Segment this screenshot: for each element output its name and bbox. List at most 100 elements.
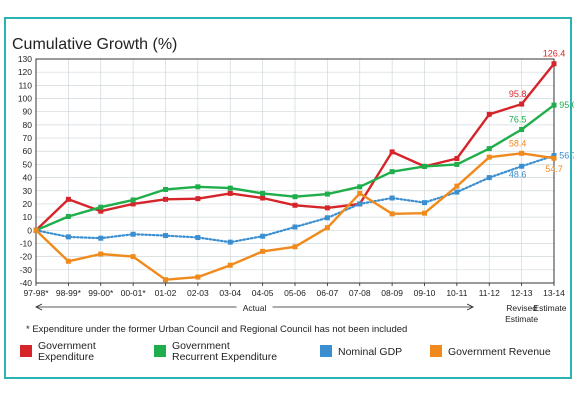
point-government-recurrent-expenditure [454, 161, 460, 167]
point-government-recurrent-expenditure [163, 186, 168, 192]
data-label: 95.0 [559, 100, 574, 110]
point-government-revenue [33, 227, 39, 233]
point-government-recurrent-expenditure [324, 191, 330, 197]
point-government-revenue [163, 277, 168, 283]
legend-label: Government Revenue [448, 346, 551, 358]
footnote: * Expenditure under the former Urban Cou… [26, 324, 407, 335]
legend-swatch-government-revenue [430, 345, 442, 357]
y-tick-label: 30 [23, 186, 33, 196]
point-government-revenue [422, 210, 427, 216]
period-label-bg [236, 301, 273, 313]
x-tick-label: 12-13 [511, 288, 533, 298]
legend-swatch-government-recurrent-expenditure [154, 345, 166, 357]
point-nominal-gdp [357, 201, 363, 207]
legend-label: Recurrent Expenditure [172, 351, 277, 363]
point-government-recurrent-expenditure [260, 190, 266, 196]
data-label: 126.4 [543, 49, 566, 59]
y-tick-label: 90 [23, 107, 33, 117]
point-government-revenue [65, 258, 71, 264]
point-nominal-gdp [292, 224, 298, 230]
point-government-expenditure [260, 195, 266, 201]
point-government-recurrent-expenditure [130, 197, 136, 203]
point-nominal-gdp [195, 235, 201, 241]
actual-bracket-right-arrow [466, 303, 474, 311]
point-nominal-gdp [454, 189, 460, 195]
point-government-recurrent-expenditure [551, 102, 557, 108]
point-government-expenditure [195, 196, 201, 202]
y-tick-label: -20 [20, 252, 33, 262]
point-government-expenditure [292, 202, 298, 208]
axes: 1301201101009080706050403020100-10-20-30… [18, 54, 567, 324]
point-nominal-gdp [551, 153, 557, 159]
point-government-revenue [227, 262, 233, 268]
point-government-revenue [519, 150, 525, 156]
point-nominal-gdp [260, 233, 266, 239]
x-tick-label: 05-06 [284, 288, 306, 298]
y-tick-label: 120 [18, 67, 32, 77]
data-labels: 95.8 126.4 76.5 95.0 48.6 56.7 58.4 54.7 [509, 49, 574, 180]
data-label: 54.7 [545, 164, 563, 174]
point-government-expenditure [454, 155, 460, 161]
x-tick-label: 08-09 [381, 288, 403, 298]
period-label-revised-estimate: Estimate [505, 314, 538, 324]
point-government-expenditure [98, 208, 104, 214]
chart-frame: Cumulative Growth (%) 130 120 110 100 90 80 70… [4, 17, 574, 379]
y-tick-label: -30 [20, 265, 33, 275]
x-tick-label: 00-01* [121, 288, 147, 298]
x-tick-label: 01-02 [155, 288, 177, 298]
legend-label: Government [172, 340, 230, 352]
y-tick-label: 20 [23, 199, 33, 209]
point-government-revenue [324, 225, 330, 231]
x-tick-label: 09-10 [414, 288, 436, 298]
point-nominal-gdp [130, 231, 136, 237]
point-government-revenue [551, 155, 557, 161]
period-label-actual: Actual [243, 303, 267, 313]
point-government-revenue [454, 183, 460, 189]
point-government-revenue [389, 211, 395, 217]
point-government-revenue [292, 244, 298, 250]
data-label: 76.5 [509, 114, 527, 124]
y-tick-label: 50 [23, 159, 33, 169]
point-government-recurrent-expenditure [389, 169, 395, 175]
legend-label: Nominal GDP [338, 346, 402, 358]
point-government-expenditure [324, 205, 330, 211]
point-government-revenue [130, 254, 136, 260]
y-tick-label: 70 [23, 133, 33, 143]
point-government-revenue [357, 190, 363, 196]
x-tick-label: 03-04 [219, 288, 241, 298]
point-nominal-gdp [227, 239, 233, 245]
point-government-recurrent-expenditure [292, 194, 298, 200]
point-nominal-gdp [65, 234, 71, 240]
x-tick-label: 11-12 [479, 288, 500, 298]
chart-area: Cumulative Growth (%) 130120110100908070… [12, 36, 574, 363]
x-tick-label: 10-11 [446, 288, 467, 298]
point-government-expenditure [519, 101, 525, 107]
point-government-expenditure [389, 149, 395, 155]
point-government-recurrent-expenditure [65, 213, 71, 219]
point-government-expenditure [227, 190, 233, 196]
point-government-expenditure [551, 61, 557, 67]
point-nominal-gdp [324, 215, 330, 221]
point-government-expenditure [163, 196, 168, 202]
y-tick-label: 0 [27, 225, 32, 235]
legend-label: Expenditure [38, 351, 94, 363]
legend: GovernmentExpenditureGovernmentRecurrent… [20, 340, 551, 363]
x-tick-label: 97-98* [23, 288, 49, 298]
x-tick-label: 06-07 [317, 288, 339, 298]
point-government-recurrent-expenditure [422, 163, 427, 169]
data-label: 58.4 [509, 138, 527, 148]
data-label: 95.8 [509, 89, 527, 99]
y-tick-label: -10 [20, 238, 33, 248]
legend-label: Government [38, 340, 96, 352]
y-tick-label: 80 [23, 120, 33, 130]
x-tick-label: 07-08 [349, 288, 371, 298]
data-label: 56.7 [559, 151, 574, 161]
point-government-recurrent-expenditure [486, 146, 492, 152]
legend-swatch-government-expenditure [20, 345, 32, 357]
x-tick-label: 13-14 [543, 288, 565, 298]
point-nominal-gdp [98, 235, 104, 241]
x-tick-label: 02-03 [187, 288, 209, 298]
point-government-revenue [486, 154, 492, 160]
y-tick-label: 100 [18, 94, 32, 104]
y-tick-label: 40 [23, 173, 33, 183]
